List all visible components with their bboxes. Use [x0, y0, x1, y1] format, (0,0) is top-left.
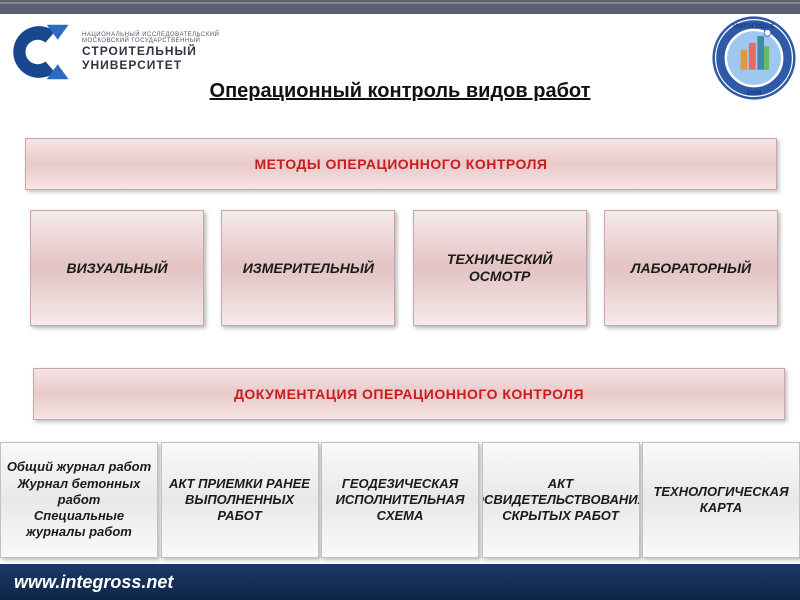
docs-header: ДОКУМЕНТАЦИЯ ОПЕРАЦИОННОГО КОНТРОЛЯ [33, 368, 785, 420]
doc-box: ГЕОДЕЗИЧЕСКАЯ ИСПОЛНИТЕЛЬНАЯ СХЕМА [321, 442, 479, 558]
footer-bar: www.integross.net [0, 564, 800, 600]
brand-big-1: СТРОИТЕЛЬНЫЙ [82, 44, 219, 58]
method-box: ИЗМЕРИТЕЛЬНЫЙ [221, 210, 395, 326]
docs-row: Общий журнал работ Журнал бетонных работ… [0, 442, 800, 558]
methods-row: ВИЗУАЛЬНЫЙ ИЗМЕРИТЕЛЬНЫЙ ТЕХНИЧЕСКИЙ ОСМ… [30, 210, 778, 326]
slide: НАЦИОНАЛЬНЫЙ ИССЛЕДОВАТЕЛЬСКИЙ МОСКОВСКИ… [0, 0, 800, 600]
brand-big-2: УНИВЕРСИТЕТ [82, 58, 219, 72]
brand-text: НАЦИОНАЛЬНЫЙ ИССЛЕДОВАТЕЛЬСКИЙ МОСКОВСКИ… [82, 32, 219, 72]
doc-box: ТЕХНОЛОГИЧЕСКАЯ КАРТА [642, 442, 800, 558]
doc-box: Общий журнал работ Журнал бетонных работ… [0, 442, 158, 558]
doc-box: АКТ ОСВИДЕТЕЛЬСТВОВАНИЯ СКРЫТЫХ РАБОТ [482, 442, 640, 558]
method-box: ВИЗУАЛЬНЫЙ [30, 210, 204, 326]
methods-header-text: МЕТОДЫ ОПЕРАЦИОННОГО КОНТРОЛЯ [255, 156, 548, 172]
method-box: ТЕХНИЧЕСКИЙ ОСМОТР [413, 210, 587, 326]
brand-logo-icon [6, 18, 74, 86]
methods-header: МЕТОДЫ ОПЕРАЦИОННОГО КОНТРОЛЯ [25, 138, 777, 190]
page-title: Операционный контроль видов работ [0, 80, 800, 103]
top-bar [0, 0, 800, 14]
docs-header-text: ДОКУМЕНТАЦИЯ ОПЕРАЦИОННОГО КОНТРОЛЯ [234, 386, 584, 402]
brand-block: НАЦИОНАЛЬНЫЙ ИССЛЕДОВАТЕЛЬСКИЙ МОСКОВСКИ… [6, 18, 219, 86]
method-box: ЛАБОРАТОРНЫЙ [604, 210, 778, 326]
footer-url: www.integross.net [14, 572, 173, 593]
doc-box: АКТ ПРИЕМКИ РАНЕЕ ВЫПОЛНЕННЫХ РАБОТ [161, 442, 319, 558]
badge-ring-text: ИНТЭГРОСС [733, 23, 775, 30]
